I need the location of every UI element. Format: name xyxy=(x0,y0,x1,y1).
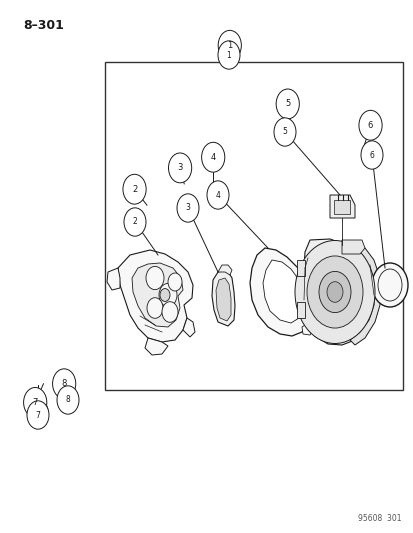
Text: 7: 7 xyxy=(36,410,40,419)
Text: 95608  301: 95608 301 xyxy=(357,514,401,523)
Polygon shape xyxy=(211,270,235,326)
Polygon shape xyxy=(218,265,231,275)
Polygon shape xyxy=(132,263,183,327)
Text: 8: 8 xyxy=(62,379,66,388)
Circle shape xyxy=(159,284,177,306)
Circle shape xyxy=(28,399,48,425)
Circle shape xyxy=(60,390,76,410)
Circle shape xyxy=(159,288,170,302)
Polygon shape xyxy=(296,260,304,276)
Text: 3: 3 xyxy=(185,204,190,213)
Text: 4: 4 xyxy=(215,190,220,199)
Circle shape xyxy=(27,401,49,429)
Polygon shape xyxy=(333,200,349,214)
Polygon shape xyxy=(303,239,373,345)
Polygon shape xyxy=(118,250,192,342)
Circle shape xyxy=(294,240,374,343)
Text: 1: 1 xyxy=(226,51,231,60)
Text: 8: 8 xyxy=(66,395,70,405)
Text: 8–301: 8–301 xyxy=(23,19,64,31)
Circle shape xyxy=(275,89,299,119)
Ellipse shape xyxy=(371,263,407,307)
Circle shape xyxy=(218,41,240,69)
Polygon shape xyxy=(107,268,120,290)
Circle shape xyxy=(358,110,381,140)
Circle shape xyxy=(161,302,178,322)
Circle shape xyxy=(306,256,362,328)
Circle shape xyxy=(57,386,79,414)
Circle shape xyxy=(201,142,224,172)
Circle shape xyxy=(168,153,191,183)
Polygon shape xyxy=(329,195,354,218)
Bar xyxy=(105,62,402,390)
Circle shape xyxy=(168,273,182,291)
Circle shape xyxy=(360,141,382,169)
Polygon shape xyxy=(341,240,364,254)
Polygon shape xyxy=(249,248,311,336)
Polygon shape xyxy=(296,302,304,318)
Text: 1: 1 xyxy=(227,41,232,50)
Text: 6: 6 xyxy=(367,121,372,130)
Polygon shape xyxy=(183,318,195,337)
Text: 5: 5 xyxy=(285,100,290,108)
Circle shape xyxy=(146,266,164,289)
Text: 7: 7 xyxy=(33,398,38,407)
Polygon shape xyxy=(262,260,303,323)
Text: 2: 2 xyxy=(132,217,137,227)
Text: 3: 3 xyxy=(177,164,182,172)
Circle shape xyxy=(318,271,350,312)
Text: 5: 5 xyxy=(282,127,287,136)
Polygon shape xyxy=(349,248,379,345)
Circle shape xyxy=(326,282,342,302)
Circle shape xyxy=(273,118,295,146)
Text: 2: 2 xyxy=(132,185,137,193)
Polygon shape xyxy=(216,278,230,321)
Circle shape xyxy=(123,174,146,204)
Circle shape xyxy=(124,208,146,236)
Text: 6: 6 xyxy=(369,150,373,159)
Circle shape xyxy=(147,298,163,318)
Circle shape xyxy=(52,369,76,399)
Text: 4: 4 xyxy=(210,153,215,161)
Circle shape xyxy=(24,387,47,417)
Polygon shape xyxy=(145,338,168,355)
Circle shape xyxy=(206,181,228,209)
Polygon shape xyxy=(301,323,313,335)
Circle shape xyxy=(177,194,199,222)
Circle shape xyxy=(218,30,241,60)
